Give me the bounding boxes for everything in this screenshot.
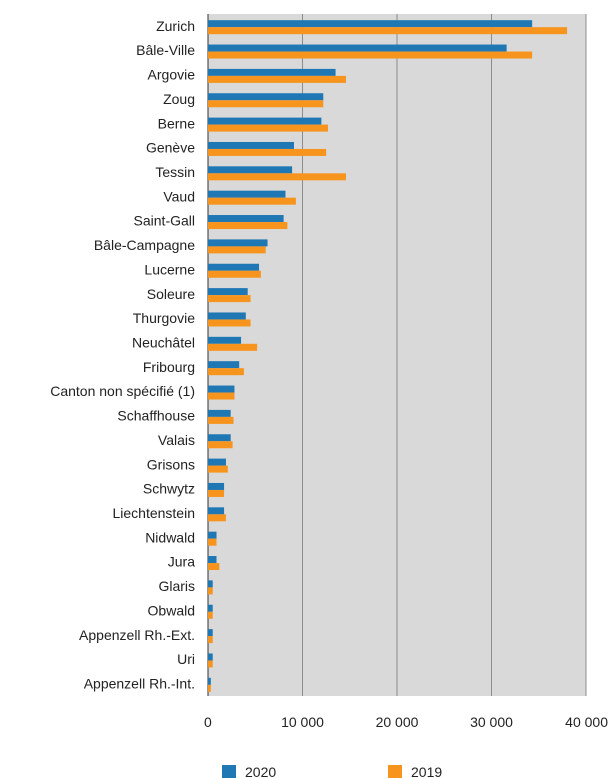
- bar-2020-8: [208, 215, 284, 223]
- category-label-14: Fribourg: [143, 359, 195, 375]
- bar-2020-7: [208, 190, 286, 198]
- legend-label-2020: 2020: [245, 764, 276, 778]
- bar-2019-1: [208, 51, 533, 59]
- bar-2020-26: [208, 653, 213, 661]
- category-label-26: Uri: [177, 651, 195, 667]
- bar-2020-21: [208, 531, 217, 539]
- bar-2019-7: [208, 197, 296, 205]
- category-label-15: Canton non spécifié (1): [50, 383, 195, 399]
- bar-2020-1: [208, 44, 507, 52]
- category-label-1: Bâle-Ville: [136, 42, 195, 58]
- category-label-9: Bâle-Campagne: [94, 237, 195, 253]
- category-label-24: Obwald: [148, 602, 195, 618]
- bar-2020-3: [208, 93, 324, 101]
- bar-2019-26: [208, 660, 213, 668]
- category-label-3: Zoug: [163, 91, 195, 107]
- bar-2020-24: [208, 604, 213, 612]
- bar-2019-18: [208, 465, 228, 473]
- bar-2019-10: [208, 270, 261, 278]
- x-tick-label-4: 40 000: [565, 714, 608, 730]
- x-tick-label-3: 30 000: [470, 714, 513, 730]
- bar-2019-5: [208, 148, 327, 156]
- category-label-13: Neuchâtel: [132, 335, 195, 351]
- bar-2019-25: [208, 636, 213, 644]
- bar-2020-22: [208, 556, 217, 564]
- x-tick-label-0: 0: [204, 714, 212, 730]
- bar-2019-2: [208, 75, 346, 83]
- bar-2019-3: [208, 100, 324, 108]
- bar-2019-6: [208, 173, 346, 181]
- bar-2019-14: [208, 368, 244, 376]
- category-label-6: Tessin: [155, 164, 195, 180]
- legend: 2020 2019: [222, 764, 442, 778]
- bar-2020-17: [208, 434, 231, 442]
- category-label-12: Thurgovie: [133, 310, 195, 326]
- bar-2020-14: [208, 361, 240, 369]
- legend-swatch-2020: [222, 765, 236, 778]
- category-label-19: Schwytz: [143, 481, 195, 497]
- bar-2019-21: [208, 538, 217, 546]
- bar-2020-12: [208, 312, 246, 320]
- bar-2020-15: [208, 385, 235, 393]
- x-tick-label-2: 20 000: [376, 714, 419, 730]
- category-label-25: Appenzell Rh.-Ext.: [79, 627, 195, 643]
- bar-2020-16: [208, 409, 231, 417]
- category-label-16: Schaffhouse: [117, 408, 195, 424]
- bars: [208, 20, 568, 692]
- bar-2020-6: [208, 166, 293, 174]
- bar-2020-5: [208, 141, 294, 149]
- category-label-10: Lucerne: [144, 261, 195, 277]
- bar-2019-8: [208, 222, 288, 230]
- category-label-0: Zurich: [156, 18, 195, 34]
- bar-2019-13: [208, 343, 258, 351]
- category-label-11: Soleure: [147, 286, 195, 302]
- category-label-2: Argovie: [148, 67, 196, 83]
- bar-2020-0: [208, 20, 533, 28]
- bar-2019-24: [208, 611, 213, 619]
- category-label-27: Appenzell Rh.-Int.: [84, 676, 195, 692]
- bar-2019-17: [208, 441, 233, 449]
- x-axis-ticks: 0 10 000 20 000 30 000 40 000: [204, 714, 608, 730]
- bar-2020-13: [208, 336, 242, 344]
- bar-2019-0: [208, 27, 568, 35]
- bar-2020-11: [208, 288, 248, 296]
- category-label-21: Nidwald: [145, 529, 195, 545]
- category-label-8: Saint-Gall: [134, 213, 195, 229]
- bar-2019-12: [208, 319, 251, 327]
- bar-2020-27: [208, 677, 211, 685]
- bar-2020-4: [208, 117, 322, 125]
- bar-2019-20: [208, 514, 226, 522]
- category-label-7: Vaud: [163, 188, 195, 204]
- bar-2019-23: [208, 587, 213, 595]
- bar-2020-20: [208, 507, 225, 515]
- bar-2019-4: [208, 124, 329, 132]
- bar-2020-2: [208, 68, 336, 76]
- bar-2019-16: [208, 416, 234, 424]
- category-label-18: Grisons: [147, 456, 195, 472]
- category-labels: Zurich Bâle-Ville Argovie Zoug Berne Genève Te…: [50, 18, 195, 692]
- category-label-20: Liechtenstein: [112, 505, 195, 521]
- legend-label-2019: 2019: [411, 764, 442, 778]
- bar-2019-22: [208, 563, 220, 571]
- bar-2020-19: [208, 482, 225, 490]
- x-tick-label-1: 10 000: [281, 714, 324, 730]
- bar-2019-15: [208, 392, 235, 400]
- bar-2020-25: [208, 629, 213, 637]
- category-label-23: Glaris: [158, 578, 195, 594]
- bar-2019-27: [208, 684, 211, 692]
- bar-2019-11: [208, 295, 251, 303]
- bar-2020-18: [208, 458, 226, 466]
- bar-2020-23: [208, 580, 213, 588]
- bar-2019-9: [208, 246, 266, 254]
- category-label-17: Valais: [158, 432, 195, 448]
- legend-swatch-2019: [388, 765, 402, 778]
- category-label-4: Berne: [158, 115, 196, 131]
- category-label-22: Jura: [168, 554, 195, 570]
- bar-2020-10: [208, 263, 260, 271]
- bar-2020-9: [208, 239, 268, 247]
- bar-2019-19: [208, 489, 225, 497]
- category-label-5: Genève: [146, 140, 195, 156]
